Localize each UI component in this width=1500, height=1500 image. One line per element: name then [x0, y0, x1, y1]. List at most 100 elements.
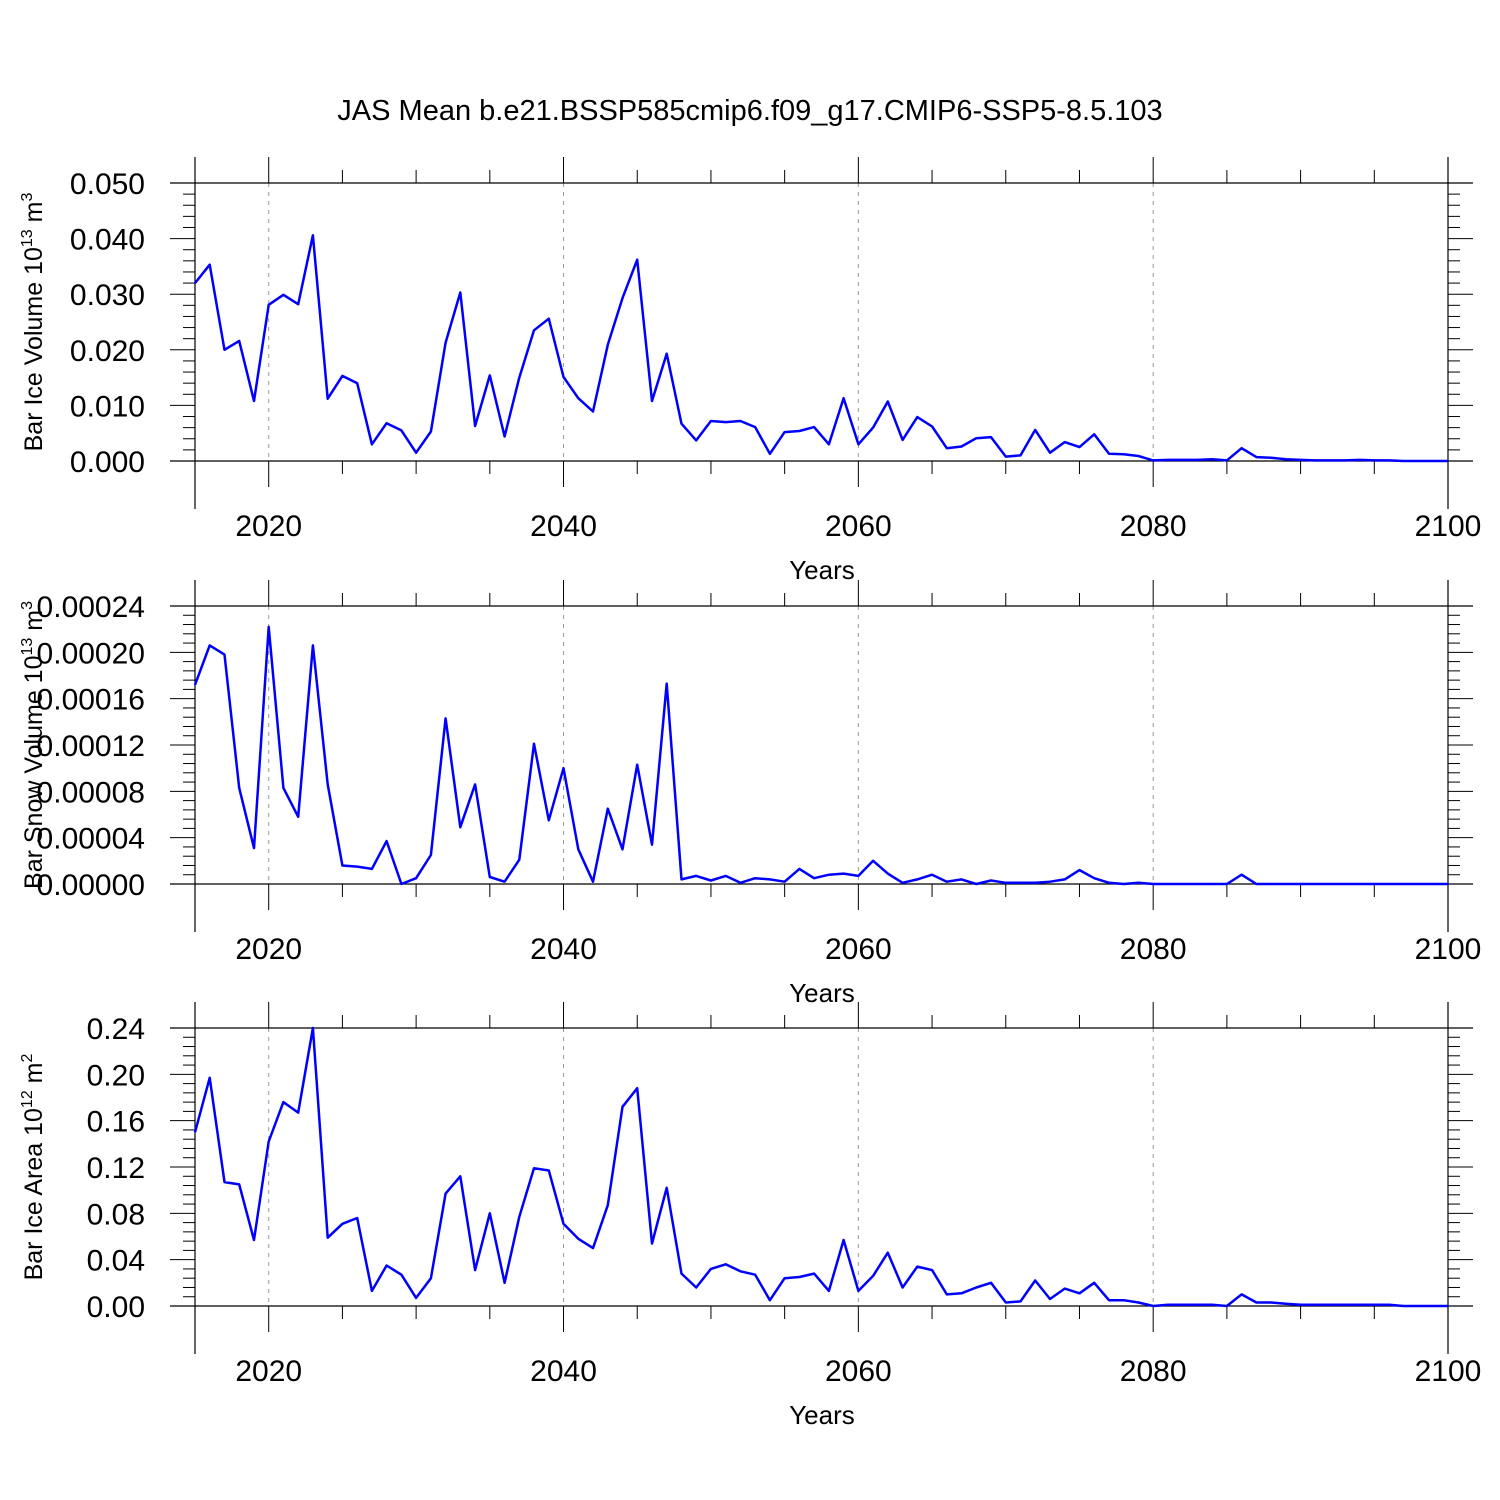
data-point [1344, 1304, 1346, 1306]
y-tick-label: 0.08 [87, 1198, 145, 1231]
data-point [798, 1276, 801, 1278]
y-tick-label: 0.04 [87, 1245, 145, 1278]
data-point [400, 883, 402, 885]
data-point [1447, 460, 1449, 462]
x-tick-label: 2100 [1415, 933, 1482, 966]
data-point [312, 234, 314, 236]
data-point [931, 874, 933, 876]
data-point [1226, 883, 1228, 885]
data-point [1049, 881, 1051, 883]
data-point [1432, 460, 1434, 462]
x-tick-label: 2060 [825, 933, 892, 966]
data-point [459, 291, 461, 294]
data-point [415, 877, 417, 879]
y-tick-label: 0.00024 [37, 591, 145, 624]
x-axis-label: Years [789, 978, 855, 1008]
data-point [666, 353, 668, 355]
data-point [1211, 883, 1213, 885]
data-point [341, 1223, 343, 1225]
data-point [1196, 459, 1198, 461]
data-point [268, 1140, 270, 1143]
data-point [1078, 1292, 1081, 1294]
data-point [430, 430, 432, 433]
panels: 0.000 0.010 0.020 0.030 0.040 0.050 2020 2040 20… [19, 157, 1481, 1430]
data-point [695, 875, 697, 877]
data-point [1285, 1303, 1287, 1305]
data-point [857, 875, 860, 877]
data-point [356, 866, 358, 868]
data-point [1064, 1288, 1066, 1290]
data-point [297, 303, 299, 305]
panel-1: 0.000 0.010 0.020 0.030 0.040 0.050 2020 2040 20… [19, 157, 1481, 585]
data-point [386, 1264, 388, 1267]
data-point [828, 1290, 830, 1292]
data-point [887, 873, 889, 875]
data-point [621, 297, 624, 299]
data-point [828, 443, 830, 445]
data-point [253, 847, 255, 849]
x-tick-label: 2060 [825, 1355, 892, 1388]
data-point [872, 427, 874, 429]
data-point [636, 1087, 638, 1089]
x-tick-label: 2080 [1120, 933, 1187, 966]
data-point [1300, 883, 1302, 885]
data-point [562, 767, 565, 769]
data-point [680, 423, 683, 425]
y-tick-label: 0.00004 [37, 823, 145, 856]
data-point [1285, 458, 1287, 460]
data-point [268, 304, 270, 306]
x-tick-label: 2020 [235, 510, 302, 543]
data-point [1314, 883, 1316, 885]
data-point [1019, 882, 1022, 884]
data-point [666, 683, 668, 685]
data-point [1359, 1304, 1361, 1306]
data-point [1064, 441, 1066, 443]
data-point [356, 382, 358, 384]
data-point [327, 398, 329, 400]
data-point [592, 1247, 594, 1249]
x-tick-label: 2080 [1120, 1355, 1187, 1388]
data-point [238, 340, 240, 342]
y-tick-label: 0.030 [70, 279, 145, 312]
data-point [902, 882, 904, 884]
data-point [297, 816, 299, 818]
y-tick-label: 0.00012 [37, 730, 145, 763]
data-point [1123, 453, 1125, 455]
y-tick-label: 0.00008 [37, 776, 145, 809]
data-point [1211, 1304, 1213, 1306]
data-point [916, 878, 918, 881]
data-point [1137, 882, 1139, 884]
data-point [474, 783, 476, 786]
y-axis-label: Bar Ice Volume 1013 m3 [19, 193, 48, 452]
y-tick-label: 0.16 [87, 1106, 145, 1139]
data-point [562, 1223, 565, 1225]
data-point [577, 848, 579, 850]
series-line [194, 234, 1448, 463]
y-tick-label: 0.020 [70, 335, 145, 368]
data-point [1388, 459, 1390, 461]
data-point [489, 1212, 491, 1214]
data-point [990, 879, 992, 882]
data-point [916, 416, 918, 418]
data-point [1403, 883, 1405, 885]
data-point [356, 1217, 358, 1219]
data-point [1093, 433, 1095, 435]
x-tick-label: 2020 [235, 1355, 302, 1388]
data-point [430, 1277, 432, 1279]
data-point [445, 342, 447, 344]
data-point [1373, 459, 1375, 461]
data-point [489, 374, 491, 376]
data-point [872, 1275, 874, 1277]
x-tick-label: 2040 [530, 510, 597, 543]
data-point [1403, 1305, 1405, 1307]
data-point [577, 397, 579, 399]
data-point [1182, 459, 1184, 461]
data-point [607, 1204, 609, 1206]
data-point [813, 1273, 815, 1275]
data-point [1314, 459, 1316, 461]
data-point [1167, 1304, 1169, 1306]
data-point [327, 1237, 329, 1239]
data-point [843, 873, 845, 875]
x-axis-label: Years [789, 1400, 855, 1430]
x-tick-label: 2040 [530, 933, 597, 966]
